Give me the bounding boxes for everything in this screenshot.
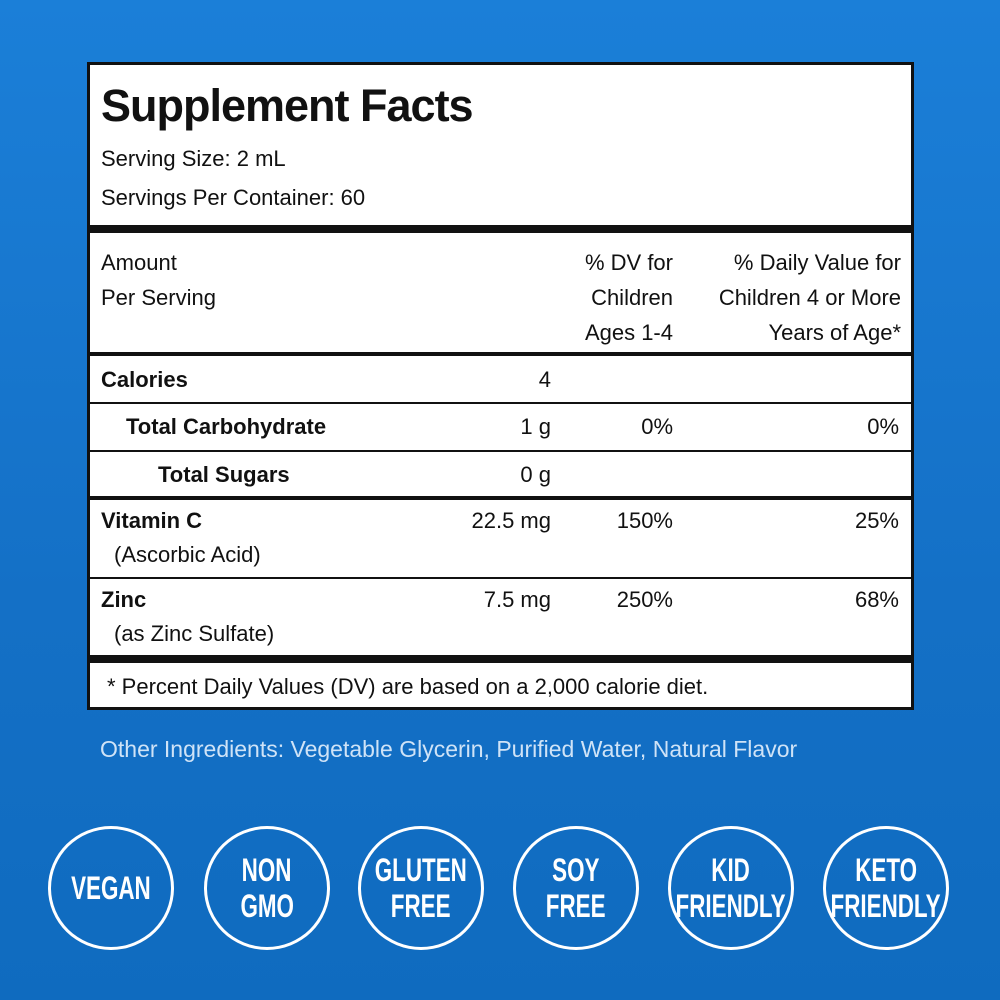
badge-text: NON xyxy=(242,852,292,888)
supplement-facts-panel: Supplement Facts Serving Size: 2 mL Serv… xyxy=(87,62,914,710)
header-line: Years of Age* xyxy=(768,320,901,345)
header-line: Children xyxy=(591,285,673,310)
badge-text: FRIENDLY xyxy=(676,888,786,924)
badge-kid-friendly: KID FRIENDLY xyxy=(668,826,794,950)
badge-non-gmo: NON GMO xyxy=(204,826,330,950)
header-line: % DV for xyxy=(584,250,673,275)
row-carb-amount: 1 g xyxy=(520,414,551,439)
row-vitamin-c-dv2: 25% xyxy=(854,508,899,533)
servings-per-container: Servings Per Container: 60 xyxy=(101,185,366,210)
badge-text: FREE xyxy=(546,888,606,924)
badge-text: GMO xyxy=(240,888,294,924)
header-line: Ages 1-4 xyxy=(584,320,673,345)
thick-rule xyxy=(90,225,911,233)
row-calories-amount: 4 xyxy=(538,367,551,392)
row-carb-dv2: 0% xyxy=(867,414,899,439)
header-dv-children-4-plus: % Daily Value for Children 4 or More Yea… xyxy=(719,245,901,350)
rule xyxy=(90,450,911,452)
row-zinc-name: Zinc xyxy=(101,587,147,612)
badge-keto-friendly: KETO FRIENDLY xyxy=(823,826,949,950)
rule xyxy=(90,577,911,579)
header-line: % Daily Value for xyxy=(733,250,901,275)
badge-text: FRIENDLY xyxy=(831,888,941,924)
thick-rule xyxy=(90,655,911,663)
row-zinc-dv1: 250% xyxy=(616,587,673,612)
row-vitamin-c-amount: 22.5 mg xyxy=(471,508,552,533)
row-vitamin-c-name: Vitamin C xyxy=(101,508,203,533)
row-carb-dv1: 0% xyxy=(641,414,673,439)
header-amount-line: Amount xyxy=(101,250,177,275)
row-vitamin-c-dv1: 150% xyxy=(616,508,673,533)
badge-text: SOY xyxy=(552,852,600,888)
header-line: Children 4 or More xyxy=(718,285,901,310)
header-amount-line: Per Serving xyxy=(101,285,216,310)
row-sugars-name: Total Sugars xyxy=(158,462,290,487)
header-amount: Amount Per Serving xyxy=(101,245,216,315)
rule xyxy=(90,496,911,500)
badge-soy-free: SOY FREE xyxy=(513,826,639,950)
panel-title: Supplement Facts xyxy=(101,80,474,131)
row-vitamin-c-source: (Ascorbic Acid) xyxy=(114,542,261,567)
badge-text: GLUTEN xyxy=(374,852,468,888)
badge-text: VEGAN xyxy=(71,870,151,906)
serving-size: Serving Size: 2 mL xyxy=(101,146,286,171)
row-zinc-amount: 7.5 mg xyxy=(483,587,551,612)
row-zinc-dv2: 68% xyxy=(854,587,899,612)
badge-gluten-free: GLUTEN FREE xyxy=(358,826,484,950)
rule xyxy=(90,352,911,356)
footnote: * Percent Daily Values (DV) are based on… xyxy=(107,674,709,699)
row-sugars-amount: 0 g xyxy=(520,462,551,487)
row-zinc-source: (as Zinc Sulfate) xyxy=(114,621,275,646)
badge-text: KETO xyxy=(855,852,917,888)
badge-vegan: VEGAN xyxy=(48,826,174,950)
header-dv-children-1-4: % DV for Children Ages 1-4 xyxy=(585,245,673,350)
row-carb-name: Total Carbohydrate xyxy=(126,414,327,439)
badge-text: FREE xyxy=(391,888,451,924)
row-calories-name: Calories xyxy=(101,367,188,392)
rule xyxy=(90,402,911,404)
badge-text: KID xyxy=(711,852,751,888)
other-ingredients: Other Ingredients: Vegetable Glycerin, P… xyxy=(100,736,798,762)
